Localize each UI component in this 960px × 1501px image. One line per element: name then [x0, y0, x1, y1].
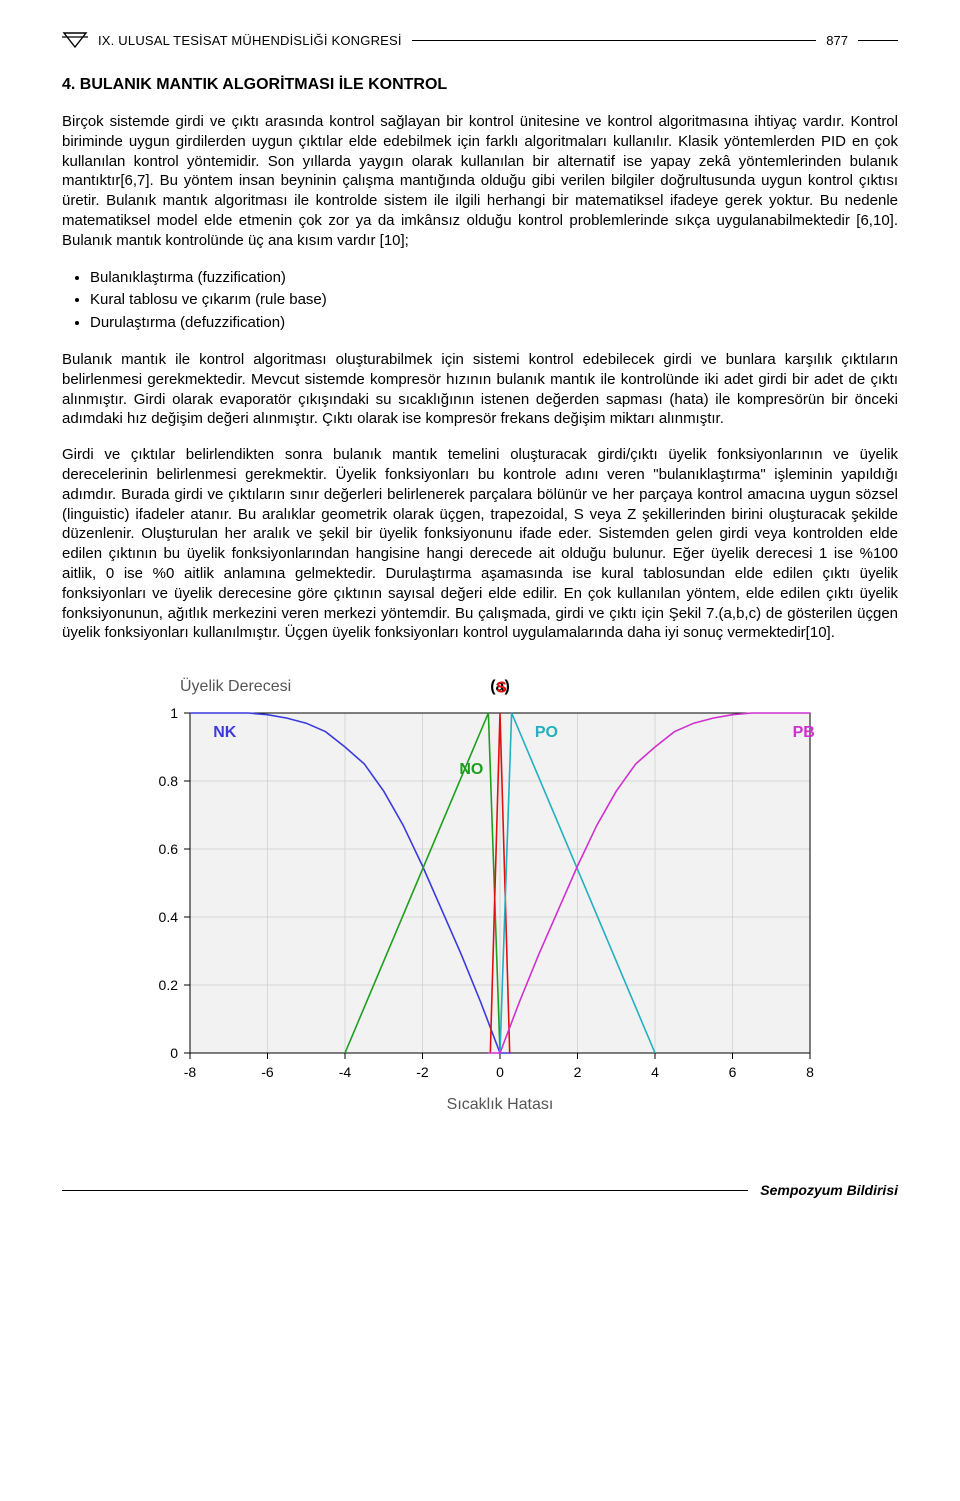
svg-text:Üyelik Derecesi: Üyelik Derecesi — [180, 677, 291, 695]
logo-icon — [62, 30, 88, 50]
svg-text:0.4: 0.4 — [159, 909, 179, 925]
paragraph-2: Bulanık mantık ile kontrol algoritması o… — [62, 350, 898, 429]
paragraph-3: Girdi ve çıktılar belirlendikten sonra b… — [62, 445, 898, 643]
footer-rule — [62, 1190, 748, 1191]
footer-text: Sempozyum Bildirisi — [760, 1182, 898, 1198]
svg-text:0: 0 — [496, 1064, 504, 1080]
paragraph-1: Birçok sistemde girdi ve çıktı arasında … — [62, 112, 898, 251]
page-number: 877 — [826, 33, 848, 48]
svg-text:0.8: 0.8 — [159, 773, 179, 789]
svg-text:1: 1 — [170, 705, 178, 721]
running-header: IX. ULUSAL TESİSAT MÜHENDİSLİĞİ KONGRESİ… — [62, 30, 898, 50]
svg-text:8: 8 — [806, 1064, 814, 1080]
svg-text:-8: -8 — [184, 1064, 197, 1080]
svg-text:0: 0 — [170, 1045, 178, 1061]
svg-text:S: S — [496, 680, 507, 697]
list-item: Bulanıklaştırma (fuzzification) — [90, 267, 898, 290]
svg-text:2: 2 — [574, 1064, 582, 1080]
svg-text:PB: PB — [793, 724, 815, 741]
bullet-list: Bulanıklaştırma (fuzzification) Kural ta… — [90, 267, 898, 335]
header-rule — [412, 40, 817, 41]
running-title: IX. ULUSAL TESİSAT MÜHENDİSLİĞİ KONGRESİ — [98, 33, 402, 48]
list-item: Kural tablosu ve çıkarım (rule base) — [90, 289, 898, 312]
svg-text:Sıcaklık Hatası: Sıcaklık Hatası — [447, 1096, 554, 1113]
page: IX. ULUSAL TESİSAT MÜHENDİSLİĞİ KONGRESİ… — [0, 0, 960, 1228]
list-item: Durulaştırma (defuzzification) — [90, 312, 898, 335]
svg-text:6: 6 — [729, 1064, 737, 1080]
svg-text:0.2: 0.2 — [159, 977, 179, 993]
svg-text:-4: -4 — [339, 1064, 352, 1080]
svg-text:NO: NO — [459, 761, 483, 778]
svg-text:4: 4 — [651, 1064, 659, 1080]
header-rule-tail — [858, 40, 898, 41]
svg-text:-6: -6 — [261, 1064, 274, 1080]
section-heading: 4. BULANIK MANTIK ALGORİTMASI İLE KONTRO… — [62, 76, 898, 94]
svg-text:PO: PO — [535, 724, 558, 741]
footer: Sempozyum Bildirisi — [62, 1182, 898, 1198]
svg-text:NK: NK — [213, 724, 237, 741]
svg-text:0.6: 0.6 — [159, 841, 179, 857]
svg-text:-2: -2 — [416, 1064, 429, 1080]
membership-chart: Üyelik Derecesi(a)-8-6-4-20246800.20.40.… — [110, 663, 850, 1138]
